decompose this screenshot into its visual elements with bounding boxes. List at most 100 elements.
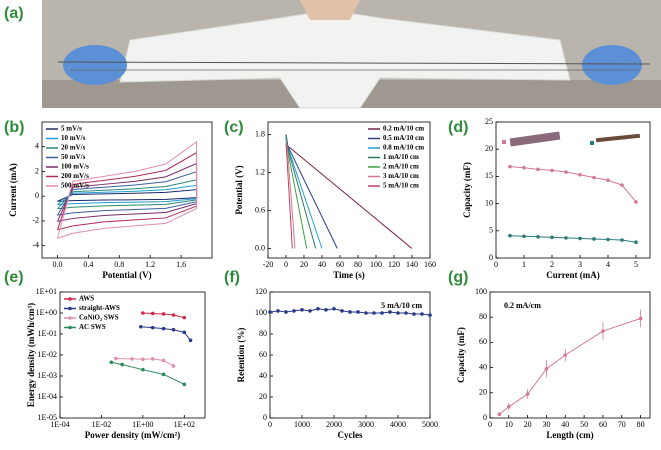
panel-label: (f) — [224, 269, 240, 286]
legend-label: straight-AWS — [79, 304, 120, 312]
data-point — [308, 309, 312, 313]
data-point — [564, 170, 568, 174]
data-point — [507, 404, 511, 409]
y-tick-label: 0 — [35, 191, 39, 200]
data-point — [150, 357, 155, 361]
y-tick-label: 20 — [479, 388, 487, 397]
y-tick-label: 0 — [483, 413, 487, 422]
legend-label: 10 mV/s — [61, 134, 86, 142]
legend-label: AWS — [79, 295, 94, 303]
data-point — [130, 357, 134, 361]
data-point — [620, 183, 624, 187]
x-tick-label: 4000 — [390, 420, 406, 429]
data-point — [161, 372, 166, 377]
legend-label: 5 mA/10 cm — [383, 182, 419, 190]
x-tick-label: 5000 — [422, 420, 438, 429]
x-tick-label: 3 — [578, 260, 582, 269]
data-point — [120, 362, 124, 367]
y-axis-label: Potential (V) — [234, 165, 244, 214]
y-axis-label: Energy density (mWh/cm³) — [26, 303, 36, 407]
y-tick-label: 5 — [489, 226, 493, 235]
x-tick-label: 0 — [284, 260, 288, 269]
data-point — [522, 165, 526, 170]
data-point — [634, 200, 638, 204]
panel-label: (e) — [4, 269, 24, 286]
data-point — [182, 330, 187, 335]
data-point — [141, 357, 145, 362]
data-point — [601, 329, 605, 333]
data-point — [182, 315, 187, 320]
data-point — [171, 364, 176, 368]
x-tick-label: 60 — [599, 420, 607, 429]
legend-label: CoNiO₂ SWS — [79, 314, 119, 322]
data-point — [340, 309, 344, 313]
data-point — [141, 367, 145, 372]
data-point — [522, 234, 526, 239]
legend-label: AC SWS — [79, 323, 106, 331]
y-tick-label: 15 — [485, 171, 493, 180]
inset-marker — [590, 141, 594, 145]
legend-label: 3 mA/10 cm — [383, 172, 419, 180]
data-point — [428, 313, 432, 317]
data-point — [606, 237, 610, 242]
x-tick-label: 140 — [406, 260, 418, 269]
y-tick-label: 0.0 — [255, 243, 265, 252]
series-line — [115, 358, 174, 367]
data-point — [356, 310, 360, 314]
data-point — [564, 236, 568, 240]
y-tick-label: 120 — [255, 287, 267, 296]
legend-marker — [68, 316, 72, 320]
x-tick-label: 120 — [388, 260, 400, 269]
plot-frame — [41, 121, 213, 259]
series-line — [509, 235, 637, 243]
x-axis-label: Time (s) — [333, 270, 365, 280]
x-tick-label: 1.2 — [145, 260, 155, 269]
x-tick-label: 40 — [561, 420, 569, 429]
photo — [42, 0, 661, 109]
x-tick-label: 0.4 — [83, 260, 93, 269]
data-point — [114, 356, 118, 361]
y-tick-label: 20 — [259, 392, 267, 401]
y-axis-label: Current (mA) — [8, 163, 18, 217]
data-point — [150, 311, 155, 316]
y-tick-label: 1E-05 — [37, 413, 57, 422]
inset-spring — [509, 131, 561, 147]
data-point — [316, 307, 320, 311]
legend-label: 500 mV/s — [61, 182, 89, 190]
data-point — [372, 311, 376, 315]
data-point — [171, 313, 176, 317]
x-tick-label: 2 — [550, 260, 554, 269]
left-glove — [63, 45, 127, 85]
data-point — [620, 238, 624, 242]
series-line — [499, 317, 641, 415]
legend-label: 100 mV/s — [61, 163, 89, 171]
neck — [300, 0, 360, 20]
y-tick-label: -4 — [32, 240, 39, 249]
x-tick-label: 0.8 — [114, 260, 124, 269]
y-tick-label: 0 — [489, 253, 493, 262]
y-tick-label: 20 — [485, 144, 493, 153]
y-tick-label: 40 — [479, 362, 487, 371]
data-point — [388, 310, 392, 314]
data-point — [380, 311, 384, 315]
panel-label: (c) — [224, 119, 244, 136]
data-point — [161, 358, 166, 363]
y-tick-label: 2 — [35, 166, 39, 175]
data-point — [497, 412, 502, 417]
data-point — [634, 240, 638, 245]
x-tick-label: 0 — [494, 260, 498, 269]
data-point — [592, 237, 596, 241]
y-tick-label: 1.8 — [255, 129, 265, 138]
x-tick-label: 70 — [618, 420, 626, 429]
x-axis-label: Power density (mW/cm²) — [85, 430, 181, 440]
data-point — [139, 325, 143, 329]
series-line — [509, 166, 637, 203]
legend-label: 0.2 mA/10 cm — [383, 125, 424, 133]
inset-marker — [502, 140, 506, 144]
data-point — [292, 309, 296, 313]
x-tick-label: 1000 — [294, 420, 310, 429]
x-tick-label: 20 — [300, 260, 308, 269]
plot-frame — [267, 121, 431, 259]
x-tick-label: 3000 — [358, 420, 374, 429]
